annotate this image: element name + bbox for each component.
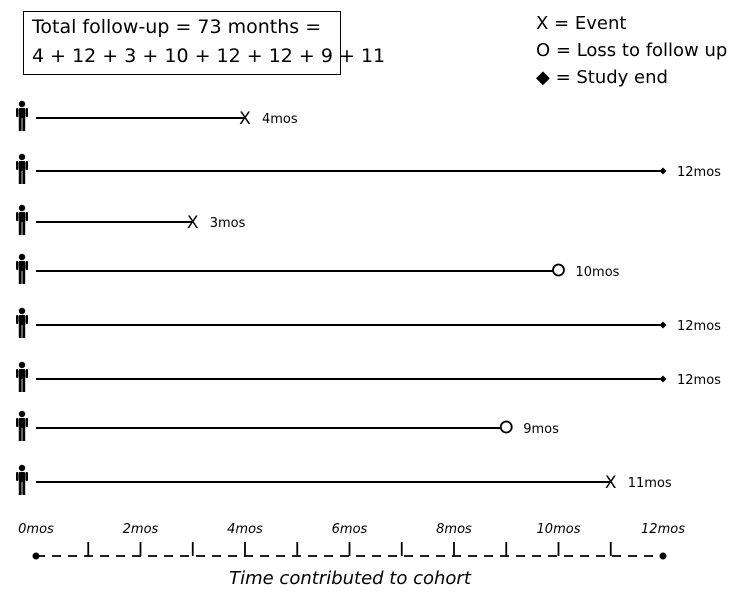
duration-label: 10mos (576, 265, 620, 280)
duration-label: 12mos (677, 319, 721, 334)
duration-label: 12mos (677, 373, 721, 388)
person-icon (16, 253, 28, 284)
event-marker: X (239, 109, 251, 129)
duration-label: 12mos (677, 165, 721, 180)
event-marker: X (605, 473, 617, 493)
duration-label: 3mos (210, 216, 246, 231)
x-tick-label: 2mos (123, 522, 159, 537)
duration-label: 4mos (262, 112, 298, 127)
x-tick-label: 8mos (436, 522, 472, 537)
event-marker: X (187, 213, 199, 233)
legend-loss-to-follow-up: O = Loss to follow up (536, 40, 728, 61)
study-end-marker (659, 321, 667, 329)
axis-end-dot (659, 552, 667, 560)
study-end-marker (659, 167, 667, 175)
person-icon (16, 361, 28, 392)
x-tick-label: 12mos (641, 522, 685, 537)
x-tick-label: 4mos (227, 522, 263, 537)
legend-event: X = Event (536, 13, 627, 34)
legend-study-end: ◆ = Study end (536, 67, 668, 88)
person-icon (16, 307, 28, 338)
follow-up-sum-text: 4 + 12 + 3 + 10 + 12 + 12 + 9 + 11 (32, 45, 386, 67)
duration-label: 9mos (523, 422, 559, 437)
total-follow-up-text: Total follow-up = 73 months = (32, 16, 322, 38)
axis-start-dot (32, 552, 40, 560)
x-tick-label: 10mos (537, 522, 581, 537)
person-icon (16, 100, 28, 131)
person-icon (16, 410, 28, 441)
x-tick-label: 0mos (18, 522, 54, 537)
total-follow-up-box: Total follow-up = 73 months = 4 + 12 + 3… (23, 11, 385, 75)
loss-marker (499, 420, 513, 434)
x-tick-label: 6mos (332, 522, 368, 537)
duration-label: 11mos (628, 476, 672, 491)
x-axis-title: Time contributed to cohort (229, 568, 471, 589)
study-end-marker (659, 375, 667, 383)
loss-marker (552, 263, 565, 277)
person-icon (16, 464, 28, 495)
person-icon (16, 204, 28, 235)
person-icon (16, 153, 28, 184)
